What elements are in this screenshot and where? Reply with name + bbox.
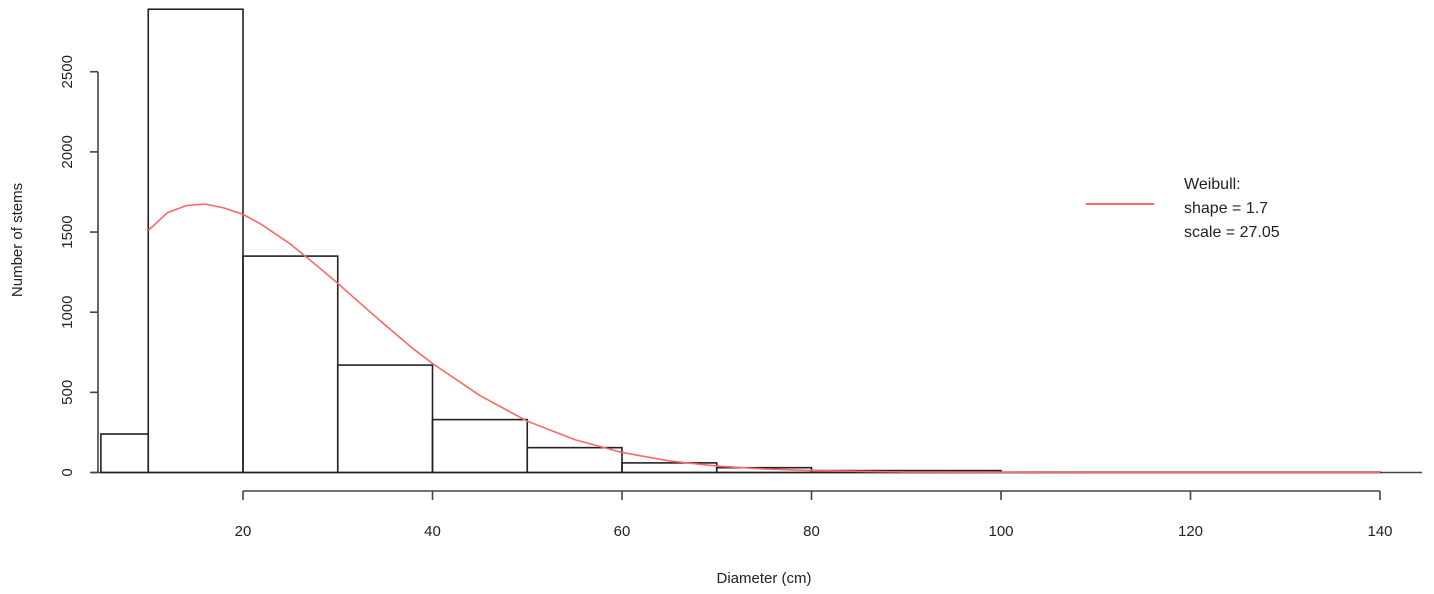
y-tick-label: 1000: [59, 296, 76, 329]
x-tick-label: 140: [1367, 523, 1392, 540]
histogram-bar-3: [336, 364, 434, 474]
legend: Weibull: shape = 1.7 scale = 27.05: [1086, 176, 1280, 241]
x-axis: 20 40 60 80 100 120 140: [92, 471, 1422, 540]
histogram-bar-2: [242, 255, 339, 474]
histogram-bar-1: [147, 8, 244, 474]
x-axis-title: Diameter (cm): [716, 570, 811, 587]
legend-line-1: Weibull:: [1184, 176, 1241, 193]
y-tick-label: 2500: [59, 55, 76, 88]
x-tick-label: 100: [988, 523, 1013, 540]
histogram-bar-0: [100, 433, 150, 474]
x-tick-label: 60: [614, 523, 631, 540]
x-tick-label: 120: [1178, 523, 1203, 540]
histogram-bar-5: [526, 446, 623, 474]
histogram-bar-4: [431, 418, 529, 474]
legend-line-3: scale = 27.05: [1184, 224, 1280, 241]
y-axis: 0 500 1000 1500 2000 2500: [59, 55, 99, 477]
x-tick-label: 20: [235, 523, 252, 540]
x-tick-label: 80: [803, 523, 820, 540]
y-axis-title: Number of stems: [9, 183, 26, 297]
y-tick-label: 1500: [59, 215, 76, 248]
x-tick-label: 40: [424, 523, 441, 540]
y-tick-label: 500: [59, 380, 76, 405]
weibull-curve-line: [147, 203, 1380, 474]
legend-line-2: shape = 1.7: [1184, 200, 1268, 217]
weibull-fit-curve: [147, 203, 1380, 474]
y-tick-label: 2000: [59, 135, 76, 168]
y-tick-label: 0: [59, 468, 76, 476]
